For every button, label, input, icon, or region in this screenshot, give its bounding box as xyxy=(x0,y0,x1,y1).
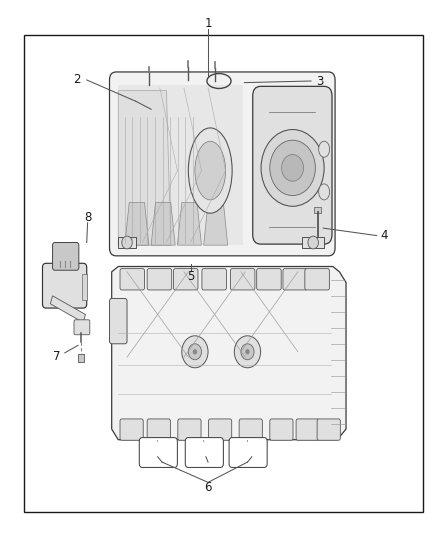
FancyBboxPatch shape xyxy=(229,438,267,467)
FancyBboxPatch shape xyxy=(208,419,232,440)
FancyBboxPatch shape xyxy=(120,419,143,440)
Circle shape xyxy=(245,349,250,354)
Ellipse shape xyxy=(188,128,232,213)
Circle shape xyxy=(188,344,201,360)
Polygon shape xyxy=(118,237,136,248)
Text: 7: 7 xyxy=(53,350,61,362)
Bar xyxy=(78,354,84,362)
Circle shape xyxy=(182,336,208,368)
FancyBboxPatch shape xyxy=(53,243,79,270)
FancyBboxPatch shape xyxy=(305,269,329,290)
FancyBboxPatch shape xyxy=(283,269,307,290)
Text: 4: 4 xyxy=(381,229,389,242)
Bar xyxy=(24,35,423,512)
Bar xyxy=(314,207,321,213)
Text: 8: 8 xyxy=(84,211,91,224)
Circle shape xyxy=(193,349,197,354)
FancyBboxPatch shape xyxy=(257,269,281,290)
FancyBboxPatch shape xyxy=(202,269,226,290)
Polygon shape xyxy=(125,203,149,245)
FancyBboxPatch shape xyxy=(120,269,145,290)
Polygon shape xyxy=(204,203,228,245)
FancyBboxPatch shape xyxy=(74,320,90,335)
Circle shape xyxy=(122,236,132,249)
Ellipse shape xyxy=(195,141,226,200)
FancyBboxPatch shape xyxy=(147,419,170,440)
Polygon shape xyxy=(50,296,85,322)
Text: 1: 1 xyxy=(204,18,212,30)
Text: 5: 5 xyxy=(187,270,194,282)
Circle shape xyxy=(234,336,261,368)
FancyBboxPatch shape xyxy=(253,86,332,244)
Bar xyxy=(118,85,243,245)
Circle shape xyxy=(282,155,304,181)
Bar xyxy=(82,274,87,300)
Text: 3: 3 xyxy=(316,75,323,87)
Polygon shape xyxy=(118,91,171,245)
FancyBboxPatch shape xyxy=(185,438,223,467)
FancyBboxPatch shape xyxy=(270,419,293,440)
Circle shape xyxy=(241,344,254,360)
FancyBboxPatch shape xyxy=(230,269,255,290)
FancyBboxPatch shape xyxy=(317,419,340,440)
Polygon shape xyxy=(177,203,201,245)
FancyBboxPatch shape xyxy=(178,419,201,440)
FancyBboxPatch shape xyxy=(147,269,172,290)
FancyBboxPatch shape xyxy=(110,298,127,344)
Circle shape xyxy=(308,236,318,249)
FancyBboxPatch shape xyxy=(239,419,262,440)
Polygon shape xyxy=(151,203,175,245)
FancyBboxPatch shape xyxy=(139,438,177,467)
FancyBboxPatch shape xyxy=(173,269,198,290)
Text: 2: 2 xyxy=(73,74,81,86)
Text: 6: 6 xyxy=(204,481,212,494)
FancyBboxPatch shape xyxy=(110,72,335,256)
FancyBboxPatch shape xyxy=(296,419,319,440)
Ellipse shape xyxy=(318,184,330,200)
Polygon shape xyxy=(302,237,324,248)
FancyBboxPatch shape xyxy=(42,263,87,308)
Circle shape xyxy=(261,130,324,206)
Polygon shape xyxy=(112,266,346,440)
Circle shape xyxy=(270,140,315,196)
Ellipse shape xyxy=(318,141,330,157)
